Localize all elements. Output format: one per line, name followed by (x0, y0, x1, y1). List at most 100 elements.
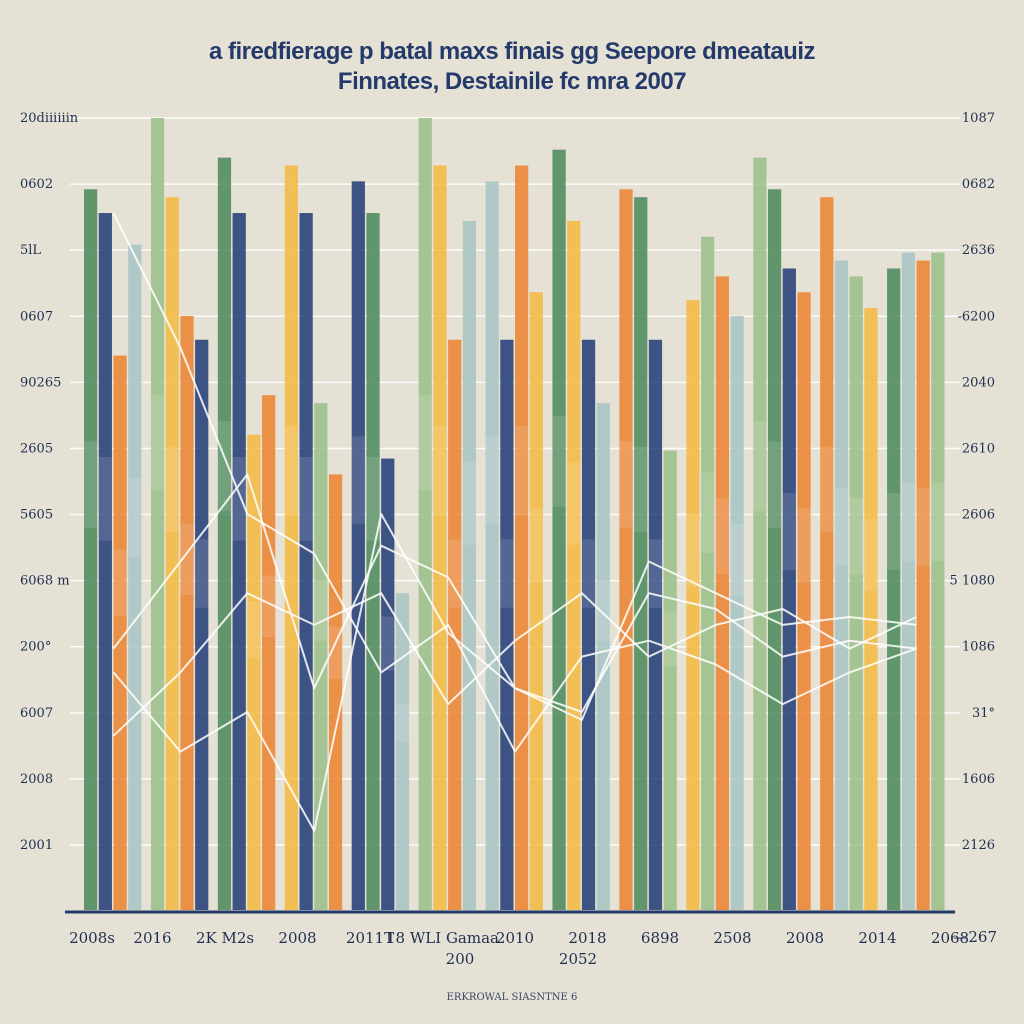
bar (418, 118, 432, 910)
y-tick-label-left: 2001 (20, 838, 53, 853)
bar-highlight (128, 477, 142, 558)
bar-highlight (485, 436, 499, 524)
bar-highlight (448, 539, 462, 608)
bar-highlight (634, 446, 648, 533)
bar-highlight (328, 626, 343, 680)
bar (284, 165, 298, 910)
bar (767, 189, 782, 910)
y-tick-label-right: 2636 (962, 243, 995, 258)
x-tick-label: 2068 (931, 929, 969, 947)
y-tick-label-left: 5lL (20, 243, 41, 258)
bar (395, 593, 410, 910)
bar (98, 213, 112, 911)
bar (820, 197, 834, 910)
bar (701, 236, 715, 911)
y-tick-label-right: 0682 (962, 177, 995, 192)
bar-highlight (782, 493, 796, 570)
y-tick-label-left: 5605 (20, 508, 53, 523)
bar (165, 197, 179, 910)
bar (581, 339, 596, 910)
y-tick-label-left: 20diiiiiin (20, 111, 79, 126)
bar-highlight (150, 395, 165, 491)
bar-highlight (195, 539, 209, 608)
x-tick-label: 2008 (786, 929, 824, 947)
y-tick-label-right: 2606 (962, 508, 995, 523)
bar-highlight (299, 456, 313, 541)
x-tick-label: 18 WLI Gamaa (386, 929, 499, 947)
bar (328, 474, 343, 910)
bar-highlight (767, 441, 782, 529)
bar-highlight (113, 549, 127, 617)
x-tick-label: 2010 (496, 929, 534, 947)
bar-highlight (98, 456, 112, 541)
bar (180, 316, 194, 910)
bar (462, 220, 477, 910)
y-tick-label-right: 2126 (962, 838, 995, 853)
bar-highlight (820, 446, 834, 533)
trend-line (112, 212, 917, 753)
bar-highlight (663, 611, 677, 667)
bar (128, 244, 142, 911)
bar-highlight (596, 580, 610, 642)
x-tick-label: 2014 (858, 929, 896, 947)
bar-highlight (395, 704, 410, 743)
chart-title-line-2: Finnates, Destainile fc mra 2007 (337, 68, 687, 95)
bar-highlight (247, 601, 261, 659)
bar (299, 213, 313, 911)
bar-highlight (931, 482, 945, 562)
bar-highlight (284, 426, 298, 516)
bar (730, 316, 744, 910)
y-tick-label-left: 90265 (20, 375, 61, 390)
bar-highlight (381, 616, 395, 671)
bar (433, 165, 447, 910)
bar-highlight (887, 493, 901, 570)
bar-highlight (515, 426, 529, 516)
bar-highlight (500, 539, 514, 608)
bar (619, 189, 633, 910)
bar (782, 268, 796, 911)
bar-highlight (619, 441, 633, 529)
bar (648, 339, 663, 910)
bar (916, 260, 930, 910)
y-tick-label-left: 0607 (20, 309, 53, 324)
y-tick-label-right: 31° (972, 706, 995, 721)
bar (634, 197, 648, 910)
bar-highlight (180, 523, 194, 596)
y-tick-label-left: 6068 m (20, 574, 70, 589)
bar (448, 339, 462, 910)
bar-highlight (552, 415, 566, 508)
bar-highlight (648, 539, 663, 608)
bar (195, 339, 209, 910)
x-tick-label: 2008s (69, 929, 115, 947)
bar (797, 292, 811, 910)
bar (596, 403, 610, 910)
x-tick-label: 2018 (568, 929, 606, 947)
x-tick-label: 2008 (278, 929, 316, 947)
bar-highlight (701, 472, 715, 554)
x-tick-label: 2011T (346, 929, 394, 947)
y-tick-label-right: 2040 (962, 375, 995, 390)
bar-highlight (686, 513, 700, 587)
bar (113, 355, 127, 911)
bar-highlight (581, 539, 596, 608)
x-tick-label: 2K M2s (196, 929, 254, 947)
bar (529, 292, 543, 910)
bar (849, 276, 863, 910)
bar (262, 395, 276, 910)
bar (686, 300, 700, 910)
bar-highlight (217, 420, 232, 512)
bar-highlight (715, 498, 729, 575)
chart-title-line-1: a firedfierage p batal maxs finais gg Se… (208, 38, 816, 65)
bar (485, 181, 499, 911)
bar-highlight (753, 420, 767, 512)
y-tick-label-left: 200° (20, 640, 51, 655)
bar-highlight (351, 436, 365, 524)
trend-line (112, 592, 917, 737)
bar (834, 260, 849, 910)
bar-highlight (418, 395, 432, 491)
bar-highlight (433, 426, 447, 516)
y-tick-label-right: -6200 (958, 309, 995, 324)
bar-highlight (165, 446, 179, 533)
bar-highlight (262, 575, 276, 638)
bar (515, 165, 529, 910)
